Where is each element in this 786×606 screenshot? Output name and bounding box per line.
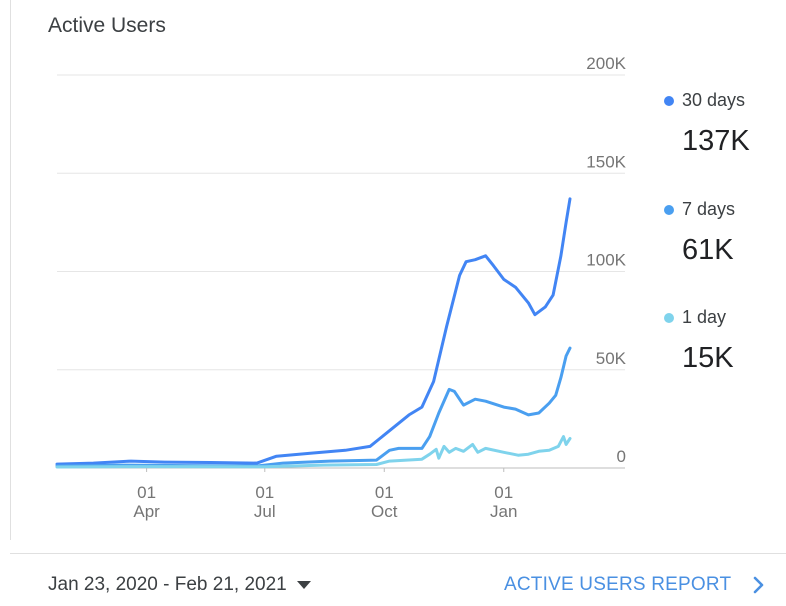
y-tick-label: 200K [586, 54, 626, 73]
y-tick-label: 50K [596, 349, 627, 368]
legend-dot-icon [664, 95, 674, 106]
date-range-dropdown[interactable]: Jan 23, 2020 - Feb 21, 2021 [48, 574, 311, 596]
y-tick-label: 100K [586, 251, 626, 270]
series-line-7-days [55, 346, 572, 468]
card-left-border [10, 0, 11, 540]
legend-dot-icon [664, 204, 674, 215]
x-tick-day: 01 [137, 483, 156, 502]
x-tick-month: Jan [490, 502, 517, 521]
x-tick-month: Oct [371, 502, 398, 521]
legend-item-1-day[interactable]: 1 day 15K [664, 307, 734, 375]
active-users-report-link[interactable]: ACTIVE USERS REPORT [504, 574, 765, 596]
legend-value: 61K [682, 234, 734, 266]
y-tick-label: 150K [586, 152, 626, 171]
legend-dot-icon [664, 312, 674, 323]
date-range-label: Jan 23, 2020 - Feb 21, 2021 [48, 574, 287, 595]
series-line-1-day [55, 435, 572, 469]
x-tick-day: 01 [375, 483, 394, 502]
series-line-30-days [55, 197, 572, 466]
legend-item-7-days[interactable]: 7 days 61K [664, 199, 735, 267]
caret-down-icon [296, 581, 311, 589]
legend-label: 1 day [682, 307, 727, 327]
legend-label: 30 days [682, 90, 746, 110]
y-tick-label: 0 [617, 447, 626, 466]
x-tick-month: Apr [133, 502, 160, 521]
report-link-label: ACTIVE USERS REPORT [504, 574, 732, 595]
legend-label: 7 days [682, 199, 736, 219]
card-title: Active Users [48, 14, 166, 37]
chevron-right-icon [753, 576, 764, 594]
legend-item-30-days[interactable]: 30 days 137K [664, 90, 750, 158]
legend-value: 15K [682, 342, 734, 374]
legend-value: 137K [682, 125, 750, 157]
x-tick-day: 01 [255, 483, 274, 502]
footer-divider [10, 553, 786, 554]
x-tick-day: 01 [494, 483, 513, 502]
x-tick-month: Jul [254, 502, 276, 521]
